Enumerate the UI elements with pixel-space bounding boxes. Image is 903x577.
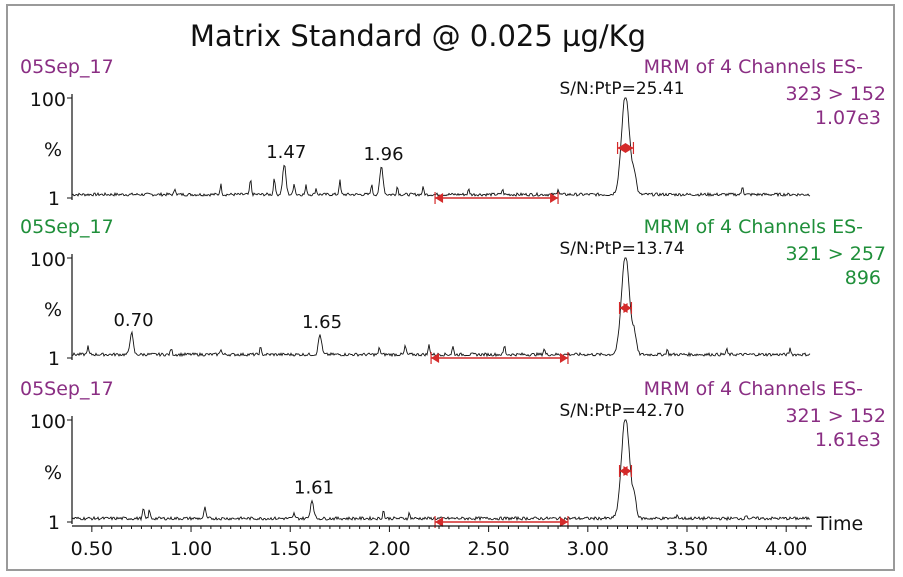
arrow-head-left (617, 143, 626, 153)
noise-window-arrow (434, 516, 569, 528)
x-tick-label: 3.50 (666, 538, 708, 560)
arrow-head-left (435, 193, 444, 203)
signal-to-noise-label: S/N:PtP=42.70 (559, 401, 684, 421)
panel-method-label: MRM of 4 Channels ES- (644, 216, 863, 238)
peak-label: 1.61 (294, 478, 334, 499)
y-axis-percent-label: % (44, 462, 62, 484)
x-axis-title: Time (816, 513, 864, 535)
chromatogram-chart: Matrix Standard @ 0.025 µg/Kg 100% 1 05Sep… (20, 19, 886, 560)
chromatogram-trace (71, 419, 811, 522)
signal-to-noise-label: S/N:PtP=25.41 (559, 79, 684, 99)
arrow-head-right (559, 353, 568, 363)
arrow-head-left (435, 517, 444, 527)
noise-window-arrow (434, 192, 559, 204)
chromatogram-trace (71, 97, 811, 198)
panel-intensity-label: 1.07e3 (815, 107, 881, 129)
panel-date-label: 05Sep_17 (20, 216, 114, 238)
arrow-head-right (559, 517, 568, 527)
peak-label: 1.65 (302, 312, 342, 333)
y-tick-label-100: 100 (30, 411, 66, 433)
peak-width-arrow (618, 302, 633, 314)
chart-title: Matrix Standard @ 0.025 µg/Kg (190, 19, 646, 53)
x-tick-label: 4.00 (765, 538, 807, 560)
chromatogram-panel-3: 100% 1 05Sep_17 MRM of 4 Channels ES- 321 > … (20, 378, 886, 534)
chromatogram-panel-1: 100% 1 05Sep_17 MRM of 4 Channels ES- 323 > … (20, 56, 886, 210)
arrow-head-right (625, 143, 634, 153)
peak-width-arrow (616, 142, 635, 154)
arrow-head-right (623, 466, 632, 476)
panel-date-label: 05Sep_17 (20, 56, 114, 78)
x-tick-label: 0.50 (71, 538, 113, 560)
peak-label: 1.47 (266, 142, 306, 163)
x-tick-label: 2.50 (467, 538, 509, 560)
signal-to-noise-label: S/N:PtP=13.74 (559, 239, 684, 259)
panel-method-label: MRM of 4 Channels ES- (644, 56, 863, 78)
panel-date-label: 05Sep_17 (20, 378, 114, 400)
panel-transition-label: 321 > 257 (785, 243, 886, 265)
y-tick-label-1: 1 (48, 348, 60, 370)
panel-intensity-label: 1.61e3 (815, 429, 881, 451)
chromatogram-panel-2: 100% 1 05Sep_17 MRM of 4 Channels ES- 321 > … (20, 216, 886, 370)
chromatogram-trace (71, 257, 811, 358)
x-tick-label: 3.00 (567, 538, 609, 560)
panel-transition-label: 321 > 152 (785, 405, 886, 427)
panel-method-label: MRM of 4 Channels ES- (644, 378, 863, 400)
y-tick-label-1: 1 (48, 188, 60, 210)
noise-window-arrow (430, 352, 569, 364)
x-tick-label: 2.00 (368, 538, 410, 560)
arrow-head-left (431, 353, 440, 363)
y-tick-label-100: 100 (30, 89, 66, 111)
y-tick-label-1: 1 (48, 512, 60, 534)
panel-intensity-label: 896 (845, 267, 881, 289)
peak-width-arrow (618, 465, 633, 477)
y-axis-percent-label: % (44, 299, 62, 321)
peak-label: 1.96 (363, 144, 403, 165)
panel-transition-label: 323 > 152 (785, 83, 886, 105)
chart-frame: Matrix Standard @ 0.025 µg/Kg 100% 1 05Sep… (6, 4, 895, 571)
y-tick-label-100: 100 (30, 249, 66, 271)
arrow-head-right (623, 303, 632, 313)
y-axis-percent-label: % (44, 139, 62, 161)
arrow-head-right (550, 193, 559, 203)
x-tick-label: 1.00 (170, 538, 212, 560)
peak-label: 0.70 (113, 310, 153, 331)
x-tick-label: 1.50 (269, 538, 311, 560)
